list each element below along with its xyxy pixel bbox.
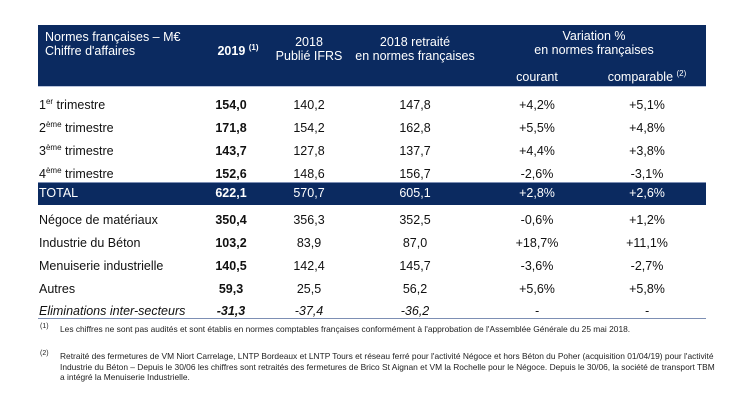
cell-2018: 154,2 — [293, 121, 325, 135]
cell-comparable: +5,8% — [629, 282, 665, 296]
footnote-2-text: Retraité des fermetures de VM Niort Carr… — [60, 351, 715, 382]
header-divider — [38, 86, 706, 87]
cell-courant: -3,6% — [520, 259, 554, 273]
cell-2019: 350,4 — [215, 213, 247, 227]
cell-courant: +4,4% — [519, 144, 555, 158]
cell-2018r: 156,7 — [399, 167, 431, 181]
footnote-2-mark: (2) — [40, 350, 49, 357]
cell-2019: 59,3 — [218, 282, 244, 296]
cell-2019: 143,7 — [215, 144, 247, 158]
cell-comparable: +11,1% — [626, 236, 668, 250]
row-label: Autres — [39, 282, 76, 296]
header-col-2018-line1: 2018 — [295, 35, 323, 49]
cell-2018: 570,7 — [293, 186, 325, 200]
cell-comparable: +4,8% — [629, 121, 665, 135]
table-bottom-rule — [38, 318, 706, 319]
cell-2019: 622,1 — [215, 186, 247, 200]
cell-2018: 148,6 — [293, 167, 325, 181]
footnote-ref-2: (2) — [676, 69, 687, 78]
table-row-q1: 1er trimestre 154,0 140,2 147,8 +4,2% +5… — [38, 94, 706, 116]
header-label-line1: Normes françaises – M€ — [45, 30, 181, 44]
footnote-1-text: Les chiffres ne sont pas audités et sont… — [60, 324, 631, 334]
header-col-2018r-line2: en normes françaises — [355, 49, 475, 63]
row-label: TOTAL — [39, 186, 79, 200]
cell-2018r: 162,8 — [399, 121, 431, 135]
cell-2018r: 352,5 — [399, 213, 431, 227]
table-row-total: TOTAL 622,1 570,7 605,1 +2,8% +2,6% — [38, 182, 706, 205]
header-label-line2: Chiffre d'affaires — [45, 44, 136, 58]
cell-comparable: +1,2% — [629, 213, 665, 227]
cell-2018: 83,9 — [296, 236, 322, 250]
row-label: 2ème trimestre — [39, 120, 114, 136]
row-label: Eliminations inter-secteurs — [39, 304, 186, 318]
cell-2018r: -36,2 — [400, 304, 430, 318]
header-col-comparable-text: comparable — [607, 70, 674, 84]
row-label: 1er trimestre — [39, 97, 106, 113]
cell-2018r: 137,7 — [399, 144, 431, 158]
cell-comparable: +2,6% — [629, 186, 665, 200]
row-label: 4ème trimestre — [39, 166, 114, 182]
cell-comparable: -3,1% — [630, 167, 664, 181]
cell-2018r: 145,7 — [399, 259, 431, 273]
header-col-2018-line2: Publié IFRS — [275, 49, 343, 63]
cell-courant: -2,6% — [520, 167, 554, 181]
cell-courant: +2,8% — [519, 186, 555, 200]
cell-2019: 152,6 — [215, 167, 247, 181]
cell-2018r: 56,2 — [402, 282, 428, 296]
cell-2019: 140,5 — [215, 259, 247, 273]
header-variation-line1: Variation % — [562, 29, 626, 43]
header-col-comparable: comparable (2) — [607, 69, 687, 85]
header-col-2018r-line1: 2018 retraité — [379, 35, 451, 49]
cell-2018r: 147,8 — [399, 98, 431, 112]
row-label: Négoce de matériaux — [39, 213, 158, 227]
cell-comparable: - — [644, 304, 650, 318]
table-header: Normes françaises – M€ Chiffre d'affaire… — [38, 25, 706, 86]
table-row-autres: Autres 59,3 25,5 56,2 +5,6% +5,8% — [38, 278, 706, 300]
cell-courant: +18,7% — [515, 236, 559, 250]
cell-2018r: 87,0 — [402, 236, 428, 250]
table-row-negoce: Négoce de matériaux 350,4 356,3 352,5 -0… — [38, 209, 706, 231]
cell-comparable: +3,8% — [629, 144, 665, 158]
table-row-q4: 4ème trimestre 152,6 148,6 156,7 -2,6% -… — [38, 163, 706, 185]
cell-courant: +5,5% — [519, 121, 555, 135]
cell-2019: 103,2 — [215, 236, 247, 250]
row-label: Menuiserie industrielle — [39, 259, 164, 273]
table-row-menuiserie: Menuiserie industrielle 140,5 142,4 145,… — [38, 255, 706, 277]
cell-2018: -37,4 — [294, 304, 324, 318]
cell-2019: -31,3 — [216, 304, 246, 318]
footnote-ref-1: (1) — [248, 43, 259, 52]
header-variation-line2: en normes françaises — [534, 43, 654, 57]
footnote-1-mark: (1) — [40, 323, 49, 330]
table-row-q3: 3ème trimestre 143,7 127,8 137,7 +4,4% +… — [38, 140, 706, 162]
cell-2019: 154,0 — [215, 98, 247, 112]
cell-2018: 127,8 — [293, 144, 325, 158]
header-col-2019-text: 2019 — [217, 44, 246, 58]
cell-courant: +4,2% — [519, 98, 555, 112]
table-row-beton: Industrie du Béton 103,2 83,9 87,0 +18,7… — [38, 232, 706, 254]
cell-2018: 140,2 — [293, 98, 325, 112]
header-col-2019: 2019 (1) — [217, 43, 259, 59]
row-label: Industrie du Béton — [39, 236, 141, 250]
table-row-eliminations: Eliminations inter-secteurs -31,3 -37,4 … — [38, 300, 706, 322]
cell-courant: -0,6% — [520, 213, 554, 227]
cell-comparable: -2,7% — [630, 259, 664, 273]
cell-2018: 142,4 — [293, 259, 325, 273]
cell-courant: - — [534, 304, 540, 318]
cell-comparable: +5,1% — [629, 98, 665, 112]
cell-2018: 356,3 — [293, 213, 325, 227]
cell-2019: 171,8 — [215, 121, 247, 135]
cell-2018r: 605,1 — [399, 186, 431, 200]
table-row-q2: 2ème trimestre 171,8 154,2 162,8 +5,5% +… — [38, 117, 706, 139]
header-col-courant: courant — [516, 70, 558, 84]
cell-2018: 25,5 — [296, 282, 322, 296]
cell-courant: +5,6% — [519, 282, 555, 296]
row-label: 3ème trimestre — [39, 143, 114, 159]
